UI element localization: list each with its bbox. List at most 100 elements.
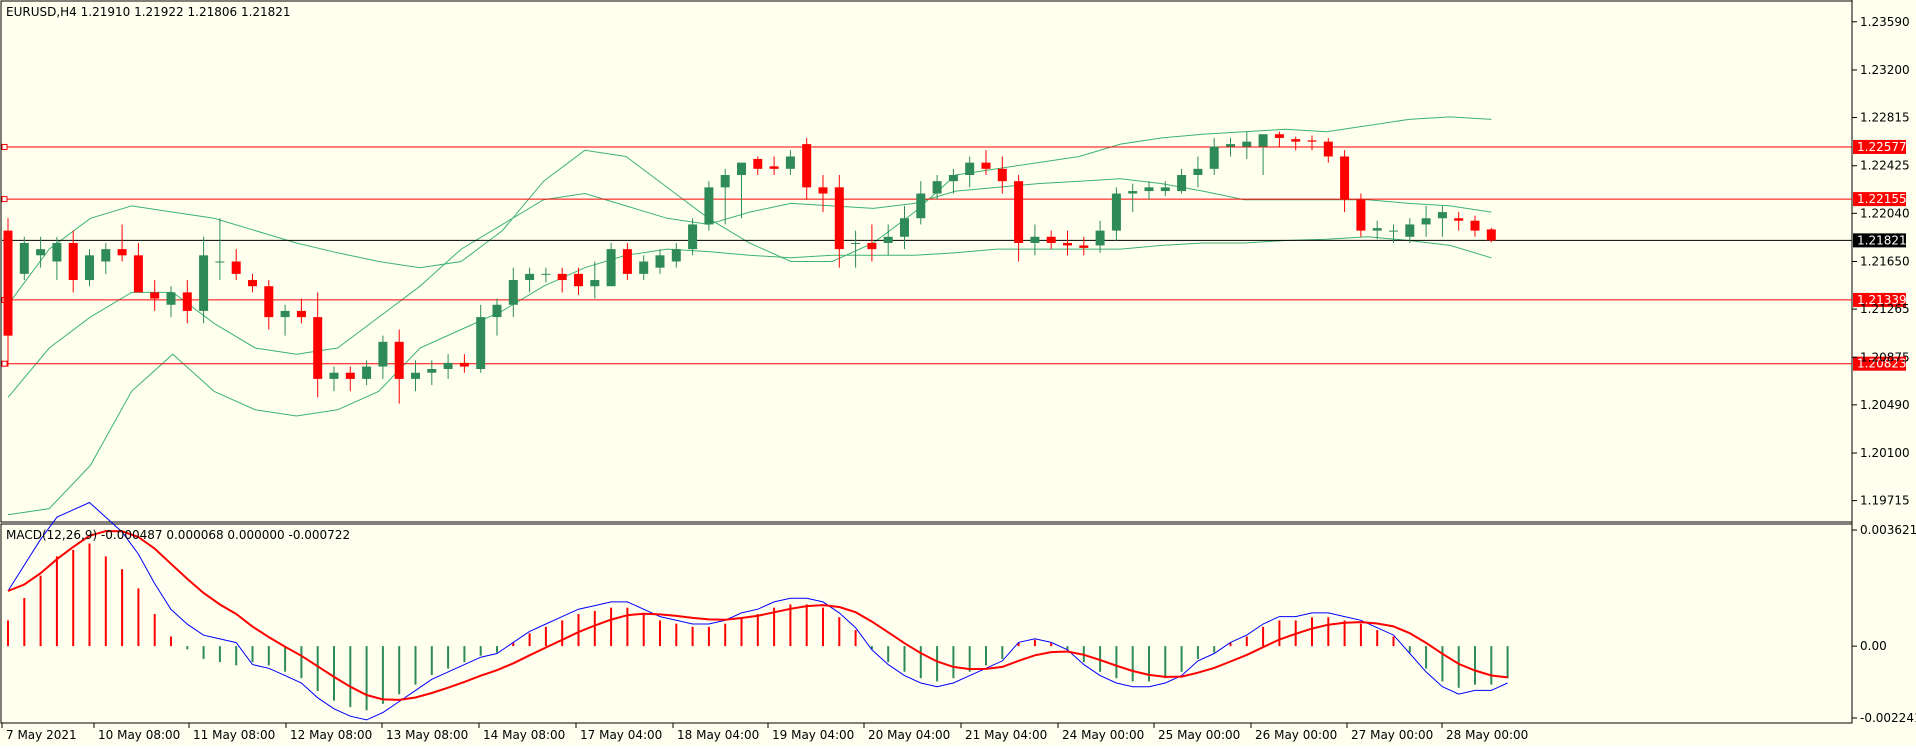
- candle: [883, 224, 893, 256]
- price-axis-label: 1.23200: [1860, 63, 1910, 77]
- candle: [916, 181, 926, 225]
- candle: [182, 280, 192, 324]
- candle: [948, 168, 958, 194]
- candle: [590, 261, 600, 299]
- candle: [1226, 137, 1235, 157]
- candle: [1209, 137, 1219, 175]
- price-axis-label: 1.23590: [1860, 15, 1910, 29]
- candle: [557, 267, 567, 293]
- candle: [997, 156, 1007, 194]
- candle: [606, 242, 616, 287]
- candle: [313, 292, 323, 398]
- candle: [117, 224, 127, 262]
- candle: [133, 242, 143, 293]
- candle: [231, 249, 241, 281]
- candle: [459, 354, 469, 373]
- macd-indicator: [7, 501, 1509, 721]
- price-panel-frame: [0, 0, 1853, 523]
- symbol-header: EURUSD,H4 1.21910 1.21922 1.21806 1.2182…: [6, 5, 291, 19]
- candle: [900, 205, 909, 250]
- time-axis-label: 10 May 08:00: [98, 728, 180, 742]
- hline-handle[interactable]: [1, 143, 8, 150]
- candle: [932, 175, 942, 200]
- price-axis-label: 1.19715: [1860, 494, 1910, 508]
- time-axis-label: 24 May 00:00: [1062, 728, 1144, 742]
- hline-price-label: 1.22577: [1857, 140, 1907, 154]
- candlesticks: [3, 131, 1496, 404]
- candle: [769, 156, 779, 175]
- time-axis-label: 14 May 08:00: [483, 728, 565, 742]
- candle: [1274, 131, 1284, 147]
- time-axis-label: 12 May 08:00: [290, 728, 372, 742]
- time-axis-label: 20 May 04:00: [868, 728, 950, 742]
- price-axis: 1.23590 1.23200 1.22815 1.22425 1.22040 1.216…: [1852, 15, 1910, 508]
- candle: [1111, 187, 1121, 241]
- candle: [1030, 224, 1040, 256]
- price-axis-label: 1.21650: [1860, 255, 1910, 269]
- time-axis-label: 27 May 00:00: [1351, 728, 1433, 742]
- candle: [1063, 230, 1072, 256]
- candle: [296, 298, 306, 324]
- candle: [378, 335, 388, 379]
- candle: [476, 304, 486, 373]
- candle: [1242, 131, 1252, 159]
- candle: [1079, 236, 1089, 256]
- macd-axis-label: -0.002241: [1860, 711, 1916, 725]
- candle: [1437, 205, 1447, 237]
- candle: [166, 286, 176, 318]
- candle: [492, 298, 502, 336]
- candle: [280, 304, 290, 336]
- candle: [1193, 156, 1203, 188]
- candle: [525, 267, 535, 293]
- hline-price-tag: [1853, 192, 1906, 207]
- candle: [19, 236, 29, 281]
- candle: [329, 366, 339, 392]
- candle: [1291, 136, 1301, 151]
- candle: [1405, 218, 1415, 243]
- candle: [1356, 193, 1366, 237]
- horizontal-lines[interactable]: 1.22577 1.22155 1.21339 1.20823 1.21821: [1, 139, 1907, 371]
- price-axis-label: 1.21265: [1860, 302, 1910, 316]
- candle: [1340, 150, 1350, 213]
- candle: [52, 236, 62, 281]
- candle: [1486, 227, 1496, 243]
- macd-axis-label: 0.00: [1860, 639, 1887, 653]
- candle: [737, 162, 746, 219]
- candle: [1454, 212, 1464, 231]
- candle: [215, 218, 225, 281]
- candle: [508, 267, 518, 318]
- price-axis-label: 1.22425: [1860, 159, 1910, 173]
- candle: [851, 230, 861, 268]
- price-axis-label: 1.20100: [1860, 446, 1910, 460]
- time-axis-label: 19 May 04:00: [772, 728, 854, 742]
- candle: [3, 218, 13, 367]
- time-axis-label: 18 May 04:00: [677, 728, 759, 742]
- time-axis-label: 21 May 04:00: [965, 728, 1047, 742]
- time-axis-label: 11 May 08:00: [193, 728, 275, 742]
- candle: [1323, 137, 1333, 163]
- candle: [1144, 181, 1154, 200]
- candle: [688, 218, 698, 256]
- candle: [1307, 135, 1317, 151]
- time-axis-label: 17 May 04:00: [580, 728, 662, 742]
- current-price-label: 1.21821: [1857, 233, 1907, 247]
- hline-handle[interactable]: [1, 196, 8, 203]
- candle: [965, 156, 975, 188]
- candle: [541, 267, 551, 283]
- hline-price-tag: [1853, 292, 1906, 307]
- hline-price-tag: [1853, 139, 1906, 154]
- price-axis-label: 1.22040: [1860, 206, 1910, 220]
- price-axis-label: 1.22815: [1860, 111, 1910, 125]
- band-lower: [7, 236, 1492, 516]
- time-axis-label: 13 May 08:00: [386, 728, 468, 742]
- time-axis-label: 26 May 00:00: [1255, 728, 1337, 742]
- macd-axis: 0.003621 0.00 -0.002241: [1852, 523, 1916, 725]
- hline-handle[interactable]: [1, 360, 8, 367]
- hline-price-label: 1.20823: [1857, 357, 1907, 371]
- candle: [1372, 220, 1382, 240]
- candle: [753, 156, 763, 175]
- band-upper: [7, 116, 1492, 305]
- candle: [101, 242, 111, 274]
